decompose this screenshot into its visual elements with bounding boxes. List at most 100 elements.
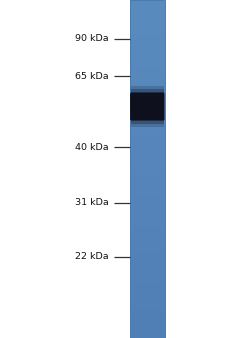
Bar — [130, 124, 165, 126]
Bar — [130, 86, 165, 88]
Bar — [130, 131, 165, 133]
Bar — [130, 296, 165, 297]
Bar — [130, 271, 165, 273]
Bar — [130, 265, 165, 267]
Bar — [130, 331, 165, 332]
Bar — [130, 164, 165, 166]
Bar — [130, 141, 165, 143]
Bar — [130, 314, 165, 315]
Bar — [130, 121, 165, 123]
Bar — [130, 97, 165, 99]
Bar — [130, 207, 165, 209]
Bar — [130, 220, 165, 222]
Bar — [130, 113, 165, 115]
Bar — [130, 316, 165, 318]
Bar — [130, 228, 165, 230]
Bar — [130, 263, 165, 265]
Bar — [130, 114, 165, 116]
Bar — [130, 53, 165, 55]
Bar — [130, 230, 165, 232]
Bar — [130, 103, 165, 105]
Bar — [130, 179, 165, 182]
Bar — [130, 145, 165, 146]
Text: 31 kDa: 31 kDa — [75, 198, 109, 207]
Bar — [130, 44, 165, 46]
Bar — [130, 275, 165, 277]
Bar — [130, 236, 165, 238]
Bar — [130, 182, 165, 184]
Bar — [130, 174, 165, 176]
Bar — [130, 328, 165, 330]
Bar — [130, 262, 165, 264]
Bar — [130, 288, 165, 290]
Bar — [130, 244, 165, 246]
Bar — [130, 157, 165, 159]
Bar — [130, 61, 165, 63]
Bar — [130, 210, 165, 212]
Bar — [130, 24, 165, 26]
Bar — [130, 70, 165, 72]
Bar — [130, 219, 165, 221]
Bar — [130, 148, 165, 150]
Bar — [130, 289, 165, 291]
Bar — [130, 184, 165, 186]
Bar — [130, 46, 165, 47]
Bar — [130, 0, 165, 338]
Bar — [130, 149, 165, 151]
Bar — [130, 203, 165, 205]
Bar — [130, 20, 165, 21]
Bar — [130, 189, 165, 190]
Bar — [130, 320, 165, 322]
Bar — [130, 54, 165, 56]
Bar — [130, 194, 165, 196]
Bar — [130, 10, 165, 13]
Bar — [130, 327, 165, 329]
Bar — [130, 120, 165, 122]
Bar — [130, 310, 165, 312]
Bar — [130, 112, 165, 114]
Bar — [130, 211, 165, 213]
Bar — [130, 233, 165, 234]
Bar — [130, 294, 165, 296]
Bar — [130, 78, 165, 80]
Bar — [130, 7, 165, 9]
Bar — [130, 176, 165, 178]
Bar — [130, 147, 165, 149]
Bar — [130, 201, 165, 203]
Bar — [130, 255, 165, 257]
Bar — [130, 243, 165, 244]
Bar — [130, 245, 165, 247]
Bar — [130, 256, 165, 258]
Bar — [130, 195, 165, 197]
Bar — [130, 91, 165, 92]
Bar — [130, 100, 165, 101]
Bar — [130, 321, 165, 323]
Bar — [130, 282, 165, 284]
Bar — [130, 56, 165, 57]
Bar — [130, 29, 165, 30]
Bar — [130, 298, 165, 300]
Bar — [130, 128, 165, 129]
Bar — [130, 190, 165, 192]
Bar — [130, 23, 165, 25]
Bar — [130, 223, 165, 225]
Bar — [130, 270, 165, 271]
Bar — [130, 101, 165, 102]
Bar — [130, 291, 165, 293]
Bar — [130, 247, 165, 249]
Bar — [130, 13, 165, 15]
Bar — [130, 52, 165, 54]
Bar — [130, 37, 165, 38]
Bar — [130, 33, 165, 35]
Bar — [130, 264, 165, 266]
Bar — [130, 75, 165, 77]
Bar — [130, 17, 165, 19]
Bar — [130, 172, 165, 173]
Bar — [130, 300, 165, 302]
Bar — [130, 336, 165, 338]
Bar — [130, 186, 165, 188]
Bar — [130, 51, 165, 53]
Bar — [130, 163, 165, 165]
Bar — [130, 193, 165, 195]
Bar — [130, 208, 165, 210]
